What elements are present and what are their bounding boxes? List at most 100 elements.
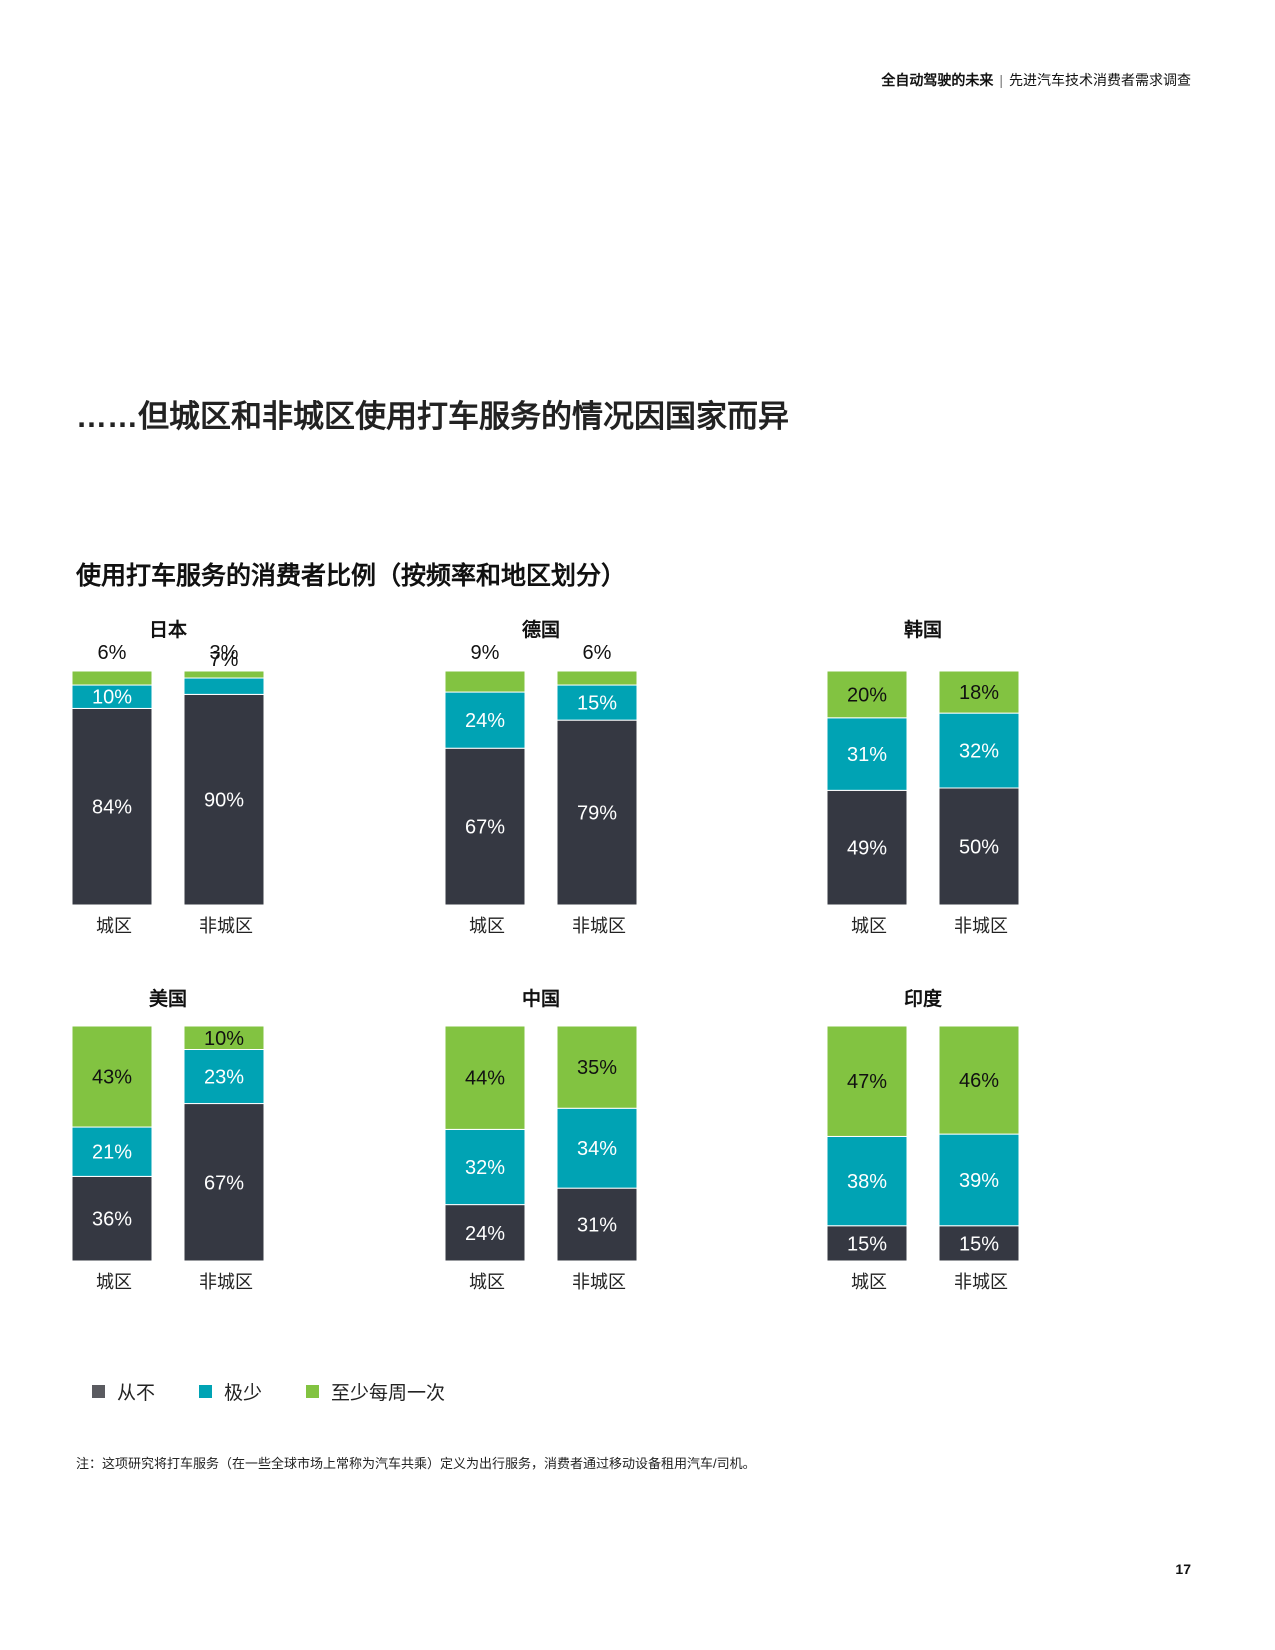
bar-segment-rarely bbox=[556, 684, 638, 721]
data-label-rarely: 7% bbox=[210, 649, 239, 671]
report-subtitle: 先进汽车技术消费者需求调查 bbox=[1009, 72, 1191, 88]
data-label-never: 79% bbox=[577, 803, 617, 825]
data-label-rarely: 34% bbox=[577, 1138, 617, 1160]
legend-label-never: 从不 bbox=[117, 1383, 156, 1404]
data-label-never: 67% bbox=[465, 817, 505, 839]
bar-segment-weekly bbox=[71, 1025, 153, 1128]
country-title: 日本 bbox=[149, 618, 187, 641]
data-label-weekly: 3% bbox=[210, 642, 239, 664]
bar-segment-weekly bbox=[938, 670, 1020, 714]
data-label-rarely: 31% bbox=[847, 744, 887, 766]
bar-segment-weekly bbox=[444, 670, 526, 693]
category-label: 城区 bbox=[96, 1272, 132, 1292]
category-label: 非城区 bbox=[199, 1272, 253, 1292]
data-label-rarely: 24% bbox=[465, 710, 505, 732]
country-title: 韩国 bbox=[904, 618, 942, 641]
legend-swatch-rarely bbox=[199, 1385, 213, 1398]
bar-segment-never bbox=[183, 693, 265, 906]
data-label-rarely: 32% bbox=[959, 741, 999, 763]
bar-segment-never bbox=[826, 1225, 908, 1262]
legend-label-weekly: 至少每周一次 bbox=[331, 1383, 446, 1404]
bar-segment-weekly bbox=[826, 1025, 908, 1137]
bar-segment-weekly bbox=[826, 670, 908, 719]
bar-segment-rarely bbox=[444, 691, 526, 749]
bar-segment-rarely bbox=[71, 1126, 153, 1177]
category-label: 城区 bbox=[851, 916, 887, 936]
header-separator: | bbox=[999, 72, 1003, 88]
category-label: 非城区 bbox=[954, 1272, 1008, 1292]
bar-segment-never bbox=[826, 789, 908, 906]
category-label: 非城区 bbox=[572, 1272, 626, 1292]
country-title: 中国 bbox=[522, 987, 560, 1010]
category-label: 非城区 bbox=[954, 916, 1008, 936]
bar-segment-weekly bbox=[71, 670, 153, 686]
bar-segment-rarely bbox=[183, 1049, 265, 1105]
data-label-rarely: 21% bbox=[92, 1142, 132, 1164]
data-label-weekly: 44% bbox=[465, 1068, 505, 1090]
legend-label-rarely: 极少 bbox=[224, 1383, 263, 1404]
data-label-never: 49% bbox=[847, 838, 887, 860]
data-label-rarely: 32% bbox=[465, 1157, 505, 1179]
bar-segment-rarely bbox=[183, 677, 265, 695]
data-label-weekly: 18% bbox=[959, 682, 999, 704]
data-label-never: 67% bbox=[204, 1172, 244, 1194]
data-label-rarely: 23% bbox=[204, 1067, 244, 1089]
bar-segment-weekly bbox=[938, 1025, 1020, 1135]
data-label-weekly: 6% bbox=[583, 642, 612, 664]
data-label-never: 36% bbox=[92, 1209, 132, 1231]
data-label-never: 90% bbox=[204, 790, 244, 812]
data-label-weekly: 43% bbox=[92, 1067, 132, 1089]
bar-segment-never bbox=[71, 707, 153, 906]
country-title: 德国 bbox=[522, 618, 560, 641]
chart-title: 使用打车服务的消费者比例（按频率和地区划分） bbox=[76, 562, 627, 590]
bar-segment-never bbox=[71, 1175, 153, 1262]
country-title: 印度 bbox=[904, 987, 943, 1010]
report-title: 全自动驾驶的未来 bbox=[881, 72, 994, 88]
bar-segment-never bbox=[938, 1225, 1020, 1262]
report-header: 全自动驾驶的未来 | 先进汽车技术消费者需求调查 bbox=[881, 70, 1191, 90]
bar-segment-never bbox=[556, 1187, 638, 1262]
category-label: 非城区 bbox=[572, 916, 626, 936]
bar-segment-never bbox=[556, 719, 638, 906]
category-label: 城区 bbox=[96, 916, 132, 936]
legend-item-rarely: 极少 bbox=[199, 1378, 262, 1405]
bar-segment-rarely bbox=[826, 717, 908, 791]
bar-segment-weekly bbox=[444, 1025, 526, 1130]
legend-item-weekly: 至少每周一次 bbox=[306, 1378, 445, 1405]
country-title: 美国 bbox=[149, 987, 187, 1010]
data-label-never: 15% bbox=[959, 1233, 999, 1255]
bar-segment-rarely bbox=[556, 1107, 638, 1189]
bar-segment-rarely bbox=[826, 1135, 908, 1227]
data-label-weekly: 46% bbox=[959, 1070, 999, 1092]
category-label: 非城区 bbox=[199, 916, 253, 936]
bar-segment-rarely bbox=[444, 1128, 526, 1206]
data-label-weekly: 20% bbox=[847, 684, 887, 706]
footnote: 注：这项研究将打车服务（在一些全球市场上常称为汽车共乘）定义为出行服务，消费者通… bbox=[76, 1456, 756, 1471]
bar-segment-weekly bbox=[183, 1025, 265, 1050]
legend-item-never: 从不 bbox=[92, 1378, 155, 1405]
data-label-rarely: 10% bbox=[92, 687, 132, 709]
bar-segment-weekly bbox=[556, 670, 638, 686]
data-label-rarely: 38% bbox=[847, 1171, 887, 1193]
data-label-never: 15% bbox=[847, 1233, 887, 1255]
bar-segment-weekly bbox=[556, 1025, 638, 1109]
data-label-weekly: 35% bbox=[577, 1057, 617, 1079]
data-label-rarely: 15% bbox=[577, 693, 617, 715]
data-label-never: 84% bbox=[92, 797, 132, 819]
page-number: 17 bbox=[1175, 1561, 1191, 1577]
category-label: 城区 bbox=[469, 1272, 505, 1292]
legend-swatch-never bbox=[92, 1385, 105, 1398]
category-label: 城区 bbox=[851, 1272, 887, 1292]
data-label-weekly: 10% bbox=[204, 1028, 244, 1050]
bar-segment-never bbox=[938, 787, 1020, 906]
data-label-weekly: 47% bbox=[847, 1071, 887, 1093]
bar-segment-weekly bbox=[183, 670, 265, 679]
bar-segment-rarely bbox=[938, 1133, 1020, 1227]
data-label-never: 50% bbox=[959, 837, 999, 859]
page-headline: ……但城区和非城区使用打车服务的情况因国家而异 bbox=[76, 399, 789, 434]
data-label-never: 31% bbox=[577, 1215, 617, 1237]
data-label-weekly: 6% bbox=[98, 642, 127, 664]
data-label-rarely: 39% bbox=[959, 1170, 999, 1192]
data-label-weekly: 9% bbox=[471, 642, 500, 664]
